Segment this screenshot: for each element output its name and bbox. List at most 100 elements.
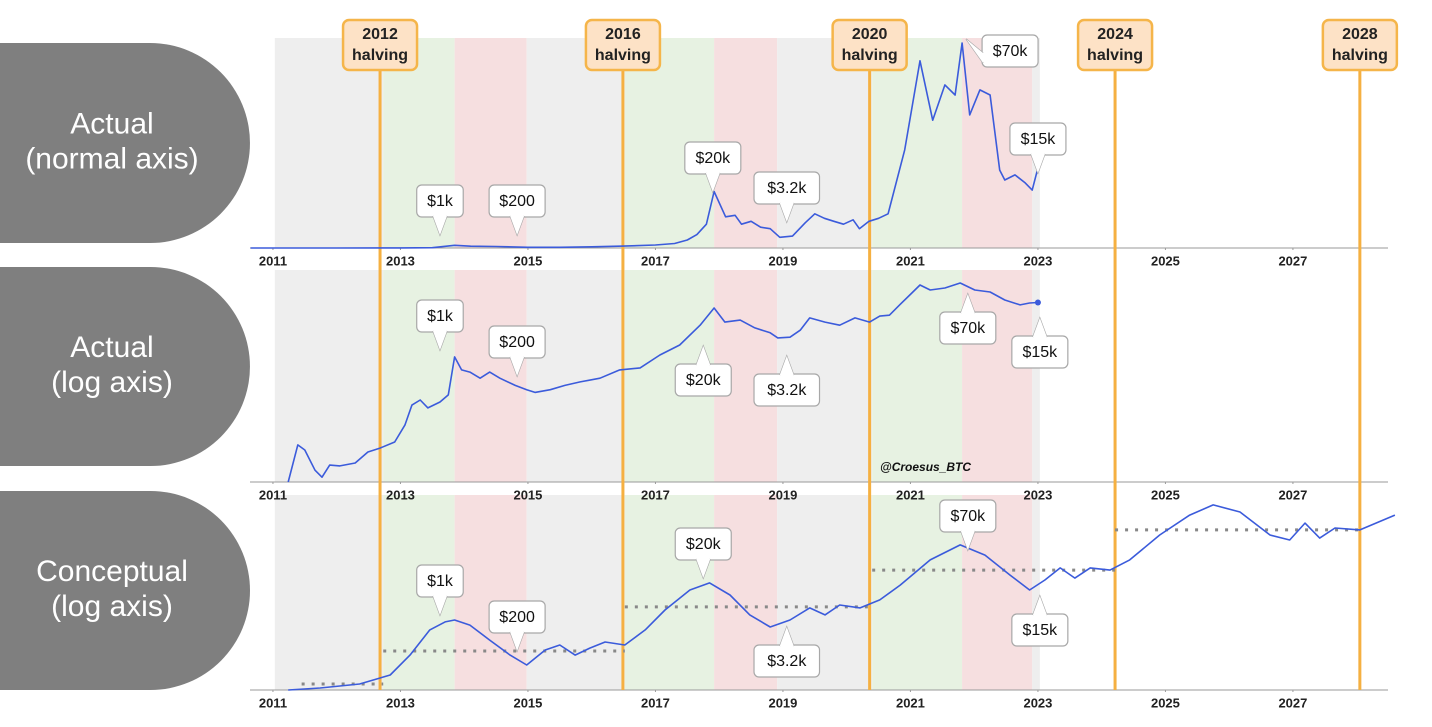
callout: $3.2k: [753, 625, 821, 678]
phase-band: [454, 495, 527, 690]
x-tick-label: 2023: [1023, 253, 1052, 268]
callout-label: $200: [499, 334, 535, 351]
halving-box: [831, 18, 908, 72]
callout: $20k: [674, 344, 732, 397]
x-tick-label: 2011: [259, 253, 287, 268]
callout-label: $3.2k: [767, 382, 807, 399]
callout-pointer-mask: [966, 39, 984, 63]
callout: $3.2k: [753, 171, 821, 224]
x-tick-label: 2017: [641, 487, 670, 502]
callout: $200: [488, 325, 546, 378]
phase-band: [454, 270, 527, 482]
phase-band: [624, 495, 715, 690]
callout-pointer-mask: [510, 357, 525, 376]
phase-band: [872, 270, 963, 482]
x-tick-label: 2013: [386, 253, 415, 268]
halving-year: 2012: [362, 26, 398, 43]
callout: $1k: [416, 564, 464, 617]
phase-band: [526, 270, 625, 482]
phase-band: [777, 38, 873, 248]
halving-year: 2016: [605, 26, 641, 43]
callout: $15k: [1011, 316, 1069, 369]
phase-band: [274, 38, 384, 248]
x-tick-label: 2011: [259, 695, 287, 710]
callout-pointer-mask: [1032, 596, 1047, 615]
callout-label: $200: [499, 609, 535, 626]
callout-pointer-mask: [432, 216, 447, 235]
callout-label: $1k: [427, 573, 454, 590]
x-tick-label: 2027: [1278, 487, 1307, 502]
callout-label: $20k: [695, 150, 731, 167]
callout-pointer-mask: [960, 531, 975, 550]
x-tick-label: 2019: [768, 253, 797, 268]
callout: $70k: [965, 34, 1039, 68]
x-tick-label: 2027: [1278, 253, 1307, 268]
callout: $70k: [939, 292, 997, 345]
x-tick-label: 2019: [768, 487, 797, 502]
callout-label: $70k: [950, 508, 986, 525]
price-line: [250, 42, 1039, 249]
phase-band: [1032, 270, 1040, 482]
callout-pointer-mask: [696, 346, 711, 365]
phase-band: [1032, 495, 1040, 690]
callout-label: $20k: [686, 536, 722, 553]
halving-box: [1321, 18, 1399, 72]
halving-label: halving: [352, 47, 408, 64]
halving-year: 2028: [1342, 26, 1378, 43]
callout-label: $1k: [427, 193, 454, 210]
halving-label: halving: [1087, 47, 1143, 64]
x-tick-label: 2021: [896, 487, 925, 502]
x-tick-label: 2017: [641, 253, 670, 268]
row-label-pill: [0, 491, 250, 690]
x-tick-label: 2027: [1278, 695, 1307, 710]
callout-pointer-mask: [779, 356, 794, 375]
x-tick-label: 2015: [513, 253, 542, 268]
halving-year: 2024: [1097, 26, 1133, 43]
row-label: Conceptual: [36, 555, 188, 588]
callout-label: $15k: [1022, 344, 1058, 361]
callout: $1k: [416, 299, 464, 352]
callout: $1k: [416, 184, 464, 237]
x-tick-label: 2023: [1023, 695, 1052, 710]
callout: $20k: [684, 141, 742, 194]
phase-band: [274, 270, 384, 482]
callout: $15k: [1009, 122, 1067, 175]
phase-band: [526, 495, 625, 690]
callout-pointer-mask: [1030, 154, 1045, 173]
phase-band: [274, 495, 384, 690]
x-tick-label: 2025: [1151, 695, 1180, 710]
callout-box: [981, 34, 1039, 68]
callout-pointer-mask: [960, 294, 975, 313]
x-tick-label: 2019: [768, 695, 797, 710]
last-point: [1034, 299, 1041, 306]
x-tick-label: 2017: [641, 695, 670, 710]
row-label: Actual: [70, 331, 153, 364]
callout-label: $3.2k: [767, 180, 807, 197]
row-label-pill: [0, 43, 250, 243]
callout-pointer-mask: [779, 627, 794, 646]
watermark: @Croesus_BTC: [880, 460, 971, 474]
x-tick-label: 2021: [896, 695, 925, 710]
halving-label: halving: [1332, 47, 1388, 64]
callout: $200: [488, 184, 546, 237]
callout: $3.2k: [753, 354, 821, 407]
x-tick-label: 2023: [1023, 487, 1052, 502]
price-line: [287, 282, 1038, 483]
halving-year: 2020: [852, 26, 888, 43]
callout-pointer-mask: [432, 331, 447, 350]
halving-label: halving: [595, 47, 651, 64]
x-tick-label: 2025: [1151, 487, 1180, 502]
x-tick-label: 2013: [386, 487, 415, 502]
callout-pointer-mask: [696, 559, 711, 578]
x-tick-label: 2011: [259, 487, 287, 502]
callout-label: $200: [499, 193, 535, 210]
callout-label: $20k: [686, 372, 722, 389]
x-tick-label: 2021: [896, 253, 925, 268]
row-label-pill: [0, 267, 250, 466]
callout-pointer-mask: [1032, 318, 1047, 337]
callout-label: $1k: [427, 308, 454, 325]
callout-label: $3.2k: [767, 653, 807, 670]
callout-pointer-mask: [510, 632, 525, 651]
